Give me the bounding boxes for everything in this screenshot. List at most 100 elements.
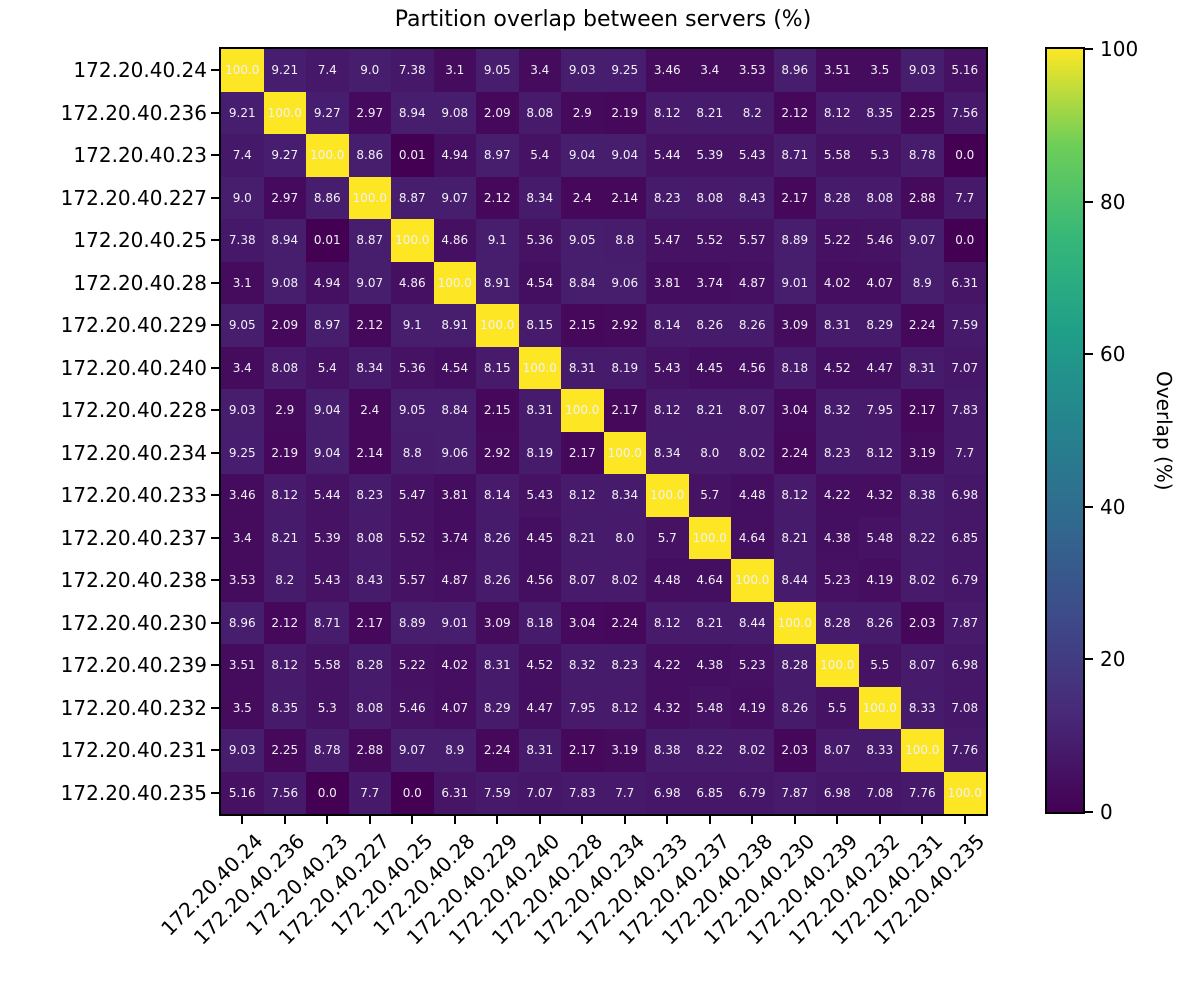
heatmap-cell: 9.06 xyxy=(433,431,476,474)
heatmap-cell: 5.43 xyxy=(518,474,561,517)
heatmap-cell: 8.12 xyxy=(646,601,689,644)
heatmap-cell: 2.19 xyxy=(263,431,306,474)
heatmap-cell: 100.0 xyxy=(433,261,476,304)
heatmap-grid: 100.0 9.21 7.4 9.0 7.38 3.1 9.05 3.4 9.03 9.25 3.4… xyxy=(221,49,986,814)
y-tick xyxy=(211,536,219,539)
y-tick-label: 172.20.40.230 xyxy=(60,610,207,635)
heatmap-cell: 3.4 xyxy=(688,49,731,92)
heatmap-cell: 7.76 xyxy=(901,771,944,814)
heatmap-cell: 8.33 xyxy=(901,686,944,729)
heatmap-cell: 100.0 xyxy=(858,686,901,729)
heatmap-cell: 9.04 xyxy=(306,431,349,474)
x-tick xyxy=(751,816,754,824)
heatmap-cell: 9.0 xyxy=(221,176,264,219)
heatmap-cell: 6.79 xyxy=(943,559,986,602)
heatmap-cell: 7.7 xyxy=(348,771,391,814)
heatmap-cell: 5.4 xyxy=(306,346,349,389)
heatmap-cell: 4.19 xyxy=(858,559,901,602)
y-tick-label: 172.20.40.234 xyxy=(60,440,207,465)
y-tick-label: 172.20.40.227 xyxy=(60,185,207,210)
y-tick xyxy=(211,451,219,454)
heatmap-cell: 4.52 xyxy=(816,346,859,389)
heatmap-cell: 8.96 xyxy=(773,49,816,92)
heatmap-cell: 8.91 xyxy=(433,304,476,347)
heatmap-cell: 3.4 xyxy=(221,516,264,559)
heatmap-cell: 4.22 xyxy=(646,644,689,687)
y-tick-label: 172.20.40.236 xyxy=(60,100,207,125)
colorbar-axis-label: Overlap (%) xyxy=(1152,370,1176,491)
heatmap-cell: 8.33 xyxy=(858,729,901,772)
x-tick xyxy=(666,816,669,824)
heatmap-cell: 4.48 xyxy=(646,559,689,602)
heatmap-cell: 8.21 xyxy=(263,516,306,559)
y-tick-label: 172.20.40.23 xyxy=(73,143,207,168)
heatmap-cell: 9.04 xyxy=(603,134,646,177)
heatmap-cell: 3.74 xyxy=(688,261,731,304)
heatmap-cell: 6.85 xyxy=(943,516,986,559)
heatmap-cell: 2.12 xyxy=(773,91,816,134)
heatmap-cell: 8.26 xyxy=(731,304,774,347)
heatmap-cell: 3.53 xyxy=(731,49,774,92)
heatmap-cell: 3.51 xyxy=(816,49,859,92)
heatmap-cell: 8.71 xyxy=(306,601,349,644)
heatmap-cell: 9.27 xyxy=(306,91,349,134)
heatmap-cell: 9.07 xyxy=(348,261,391,304)
x-tick xyxy=(793,816,796,824)
y-tick-label: 172.20.40.235 xyxy=(60,780,207,805)
heatmap-cell: 0.01 xyxy=(391,134,434,177)
heatmap-cell: 8.29 xyxy=(476,686,519,729)
heatmap-cell: 2.88 xyxy=(348,729,391,772)
heatmap-cell: 5.3 xyxy=(858,134,901,177)
heatmap-cell: 8.8 xyxy=(391,431,434,474)
heatmap-cell: 3.5 xyxy=(858,49,901,92)
heatmap-cell: 8.08 xyxy=(263,346,306,389)
heatmap-cell: 6.98 xyxy=(646,771,689,814)
y-tick xyxy=(211,154,219,157)
heatmap-cell: 4.19 xyxy=(731,686,774,729)
heatmap-cell: 3.09 xyxy=(476,601,519,644)
heatmap-cell: 100.0 xyxy=(646,474,689,517)
heatmap-cell: 5.7 xyxy=(688,474,731,517)
heatmap-cell: 5.3 xyxy=(306,686,349,729)
x-tick xyxy=(241,816,244,824)
heatmap-cell: 4.52 xyxy=(518,644,561,687)
heatmap-cell: 4.38 xyxy=(688,644,731,687)
heatmap-cell: 9.05 xyxy=(476,49,519,92)
colorbar-tick-label: 80 xyxy=(1100,189,1126,214)
heatmap-cell: 8.91 xyxy=(476,261,519,304)
y-tick-label: 172.20.40.238 xyxy=(60,568,207,593)
heatmap-cell: 5.39 xyxy=(688,134,731,177)
heatmap-cell: 7.08 xyxy=(943,686,986,729)
heatmap-cell: 8.84 xyxy=(561,261,604,304)
heatmap-cell: 8.97 xyxy=(476,134,519,177)
heatmap-cell: 9.27 xyxy=(263,134,306,177)
colorbar-tick-label: 20 xyxy=(1100,647,1126,672)
heatmap-cell: 8.89 xyxy=(773,219,816,262)
x-tick xyxy=(708,816,711,824)
heatmap-cell: 5.4 xyxy=(518,134,561,177)
x-tick xyxy=(453,816,456,824)
heatmap-cell: 7.76 xyxy=(943,729,986,772)
heatmap-cell: 4.94 xyxy=(306,261,349,304)
heatmap-cell: 5.52 xyxy=(688,219,731,262)
heatmap-cell: 100.0 xyxy=(901,729,944,772)
heatmap-cell: 4.87 xyxy=(433,559,476,602)
heatmap-cell: 3.5 xyxy=(221,686,264,729)
heatmap-cell: 9.03 xyxy=(901,49,944,92)
heatmap-cell: 8.23 xyxy=(348,474,391,517)
heatmap-cell: 4.02 xyxy=(816,261,859,304)
heatmap-cell: 8.21 xyxy=(773,516,816,559)
heatmap-cell: 8.31 xyxy=(816,304,859,347)
heatmap-cell: 6.98 xyxy=(943,474,986,517)
heatmap-cell: 8.0 xyxy=(688,431,731,474)
y-tick xyxy=(211,409,219,412)
heatmap-cell: 8.22 xyxy=(901,516,944,559)
heatmap-cell: 2.24 xyxy=(603,601,646,644)
heatmap-cell: 8.34 xyxy=(518,176,561,219)
heatmap-cell: 3.51 xyxy=(221,644,264,687)
heatmap-cell: 8.34 xyxy=(603,474,646,517)
heatmap-cell: 2.4 xyxy=(348,389,391,432)
heatmap-cell: 8.0 xyxy=(603,516,646,559)
heatmap-cell: 7.7 xyxy=(943,431,986,474)
heatmap-cell: 5.46 xyxy=(858,219,901,262)
